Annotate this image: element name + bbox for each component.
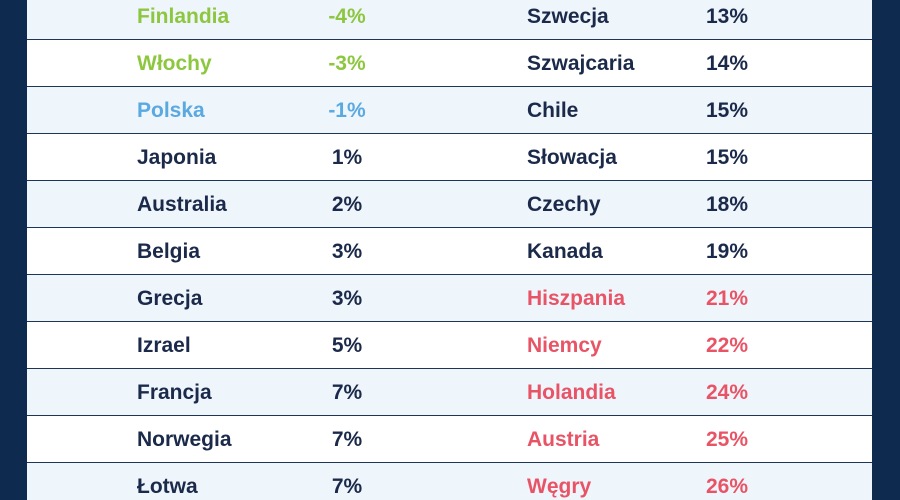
table-row: Japonia 1% Słowacja 15%: [27, 134, 872, 181]
table-row: Izrael 5% Niemcy 22%: [27, 322, 872, 369]
country-table: Finlandia -4% Szwecja 13% Włochy -3% Szw…: [27, 0, 872, 500]
right-value: 21%: [705, 287, 749, 310]
right-value: 26%: [705, 475, 749, 498]
table-row: Francja 7% Holandia 24%: [27, 369, 872, 416]
left-value: 7%: [331, 381, 363, 404]
left-value: 2%: [331, 193, 363, 216]
left-value: 3%: [331, 287, 363, 310]
right-country: Hiszpania: [527, 287, 626, 310]
left-country: Norwegia: [137, 428, 232, 451]
left-country: Japonia: [137, 146, 217, 169]
right-value: 15%: [705, 146, 749, 169]
left-value: -3%: [328, 52, 366, 75]
table-row: Włochy -3% Szwajcaria 14%: [27, 40, 872, 87]
right-country: Kanada: [527, 240, 603, 263]
left-country: Australia: [137, 193, 227, 216]
left-value: 1%: [331, 146, 363, 169]
left-country: Finlandia: [137, 5, 230, 28]
table-row: Grecja 3% Hiszpania 21%: [27, 275, 872, 322]
right-value: 18%: [705, 193, 749, 216]
right-country: Szwajcaria: [527, 52, 635, 75]
left-country: Francja: [137, 381, 212, 404]
table-row: Norwegia 7% Austria 25%: [27, 416, 872, 463]
right-value: 15%: [705, 99, 749, 122]
left-value: 7%: [331, 428, 363, 451]
left-value: 5%: [331, 334, 363, 357]
right-country: Chile: [527, 99, 579, 122]
right-country: Niemcy: [527, 334, 602, 357]
left-value: 3%: [331, 240, 363, 263]
left-country: Polska: [137, 99, 205, 122]
right-value: 22%: [705, 334, 749, 357]
right-value: 24%: [705, 381, 749, 404]
right-country: Szwecja: [527, 5, 609, 28]
left-country: Łotwa: [137, 475, 198, 498]
table-row: Polska -1% Chile 15%: [27, 87, 872, 134]
left-value: -1%: [328, 99, 366, 122]
table-row: Finlandia -4% Szwecja 13%: [27, 0, 872, 40]
right-value: 19%: [705, 240, 749, 263]
right-value: 13%: [705, 5, 749, 28]
right-value: 25%: [705, 428, 749, 451]
country-table-panel: Finlandia -4% Szwecja 13% Włochy -3% Szw…: [27, 0, 872, 500]
right-country: Austria: [527, 428, 600, 451]
right-country: Węgry: [527, 475, 592, 498]
table-row: Belgia 3% Kanada 19%: [27, 228, 872, 275]
table-row: Australia 2% Czechy 18%: [27, 181, 872, 228]
right-country: Słowacja: [527, 146, 617, 169]
right-country: Czechy: [527, 193, 601, 216]
left-country: Belgia: [137, 240, 201, 263]
right-country: Holandia: [527, 381, 616, 404]
left-value: -4%: [328, 5, 366, 28]
table-row: Łotwa 7% Węgry 26%: [27, 463, 872, 500]
left-country: Izrael: [137, 334, 191, 357]
left-country: Grecja: [137, 287, 203, 310]
right-value: 14%: [705, 52, 749, 75]
left-value: 7%: [331, 475, 363, 498]
left-country: Włochy: [137, 52, 212, 75]
